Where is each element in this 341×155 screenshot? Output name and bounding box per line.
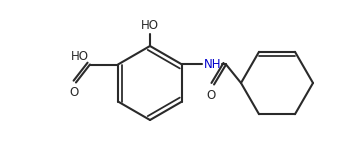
Text: O: O	[206, 89, 216, 102]
Text: HO: HO	[141, 19, 159, 32]
Text: O: O	[69, 86, 78, 100]
Text: NH: NH	[204, 58, 222, 71]
Text: HO: HO	[71, 51, 89, 64]
